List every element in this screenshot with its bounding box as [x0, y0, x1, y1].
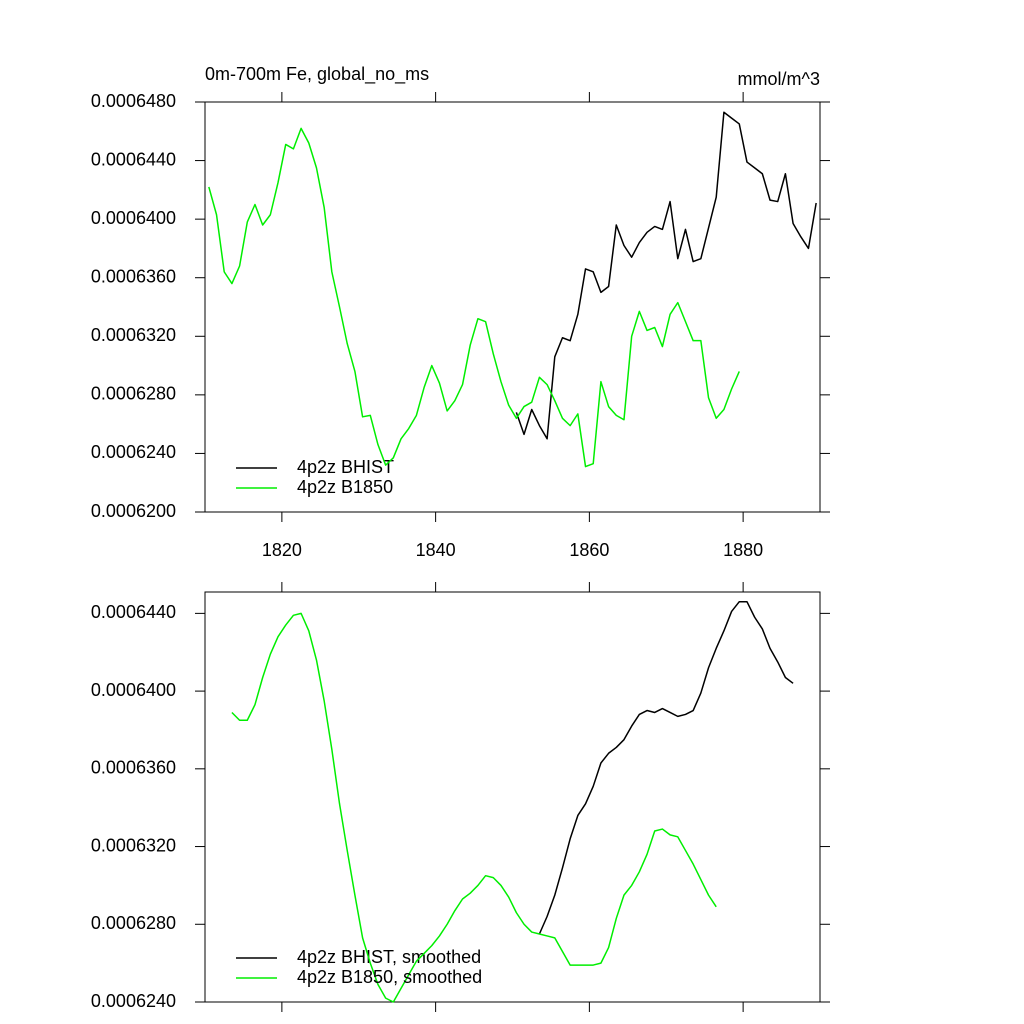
y-tick-label: 0.0006320	[91, 325, 176, 345]
series-line	[231, 612, 717, 1003]
series-line	[538, 600, 794, 935]
legend-label: 4p2z B1850	[297, 477, 393, 497]
y-tick-label: 0.0006440	[91, 149, 176, 169]
x-tick-label: 1860	[569, 540, 609, 560]
plot-frame	[204, 591, 821, 1003]
x-tick-label: 1880	[723, 540, 763, 560]
units-label: mmol/m^3	[738, 69, 820, 89]
legend-label: 4p2z BHIST	[297, 457, 394, 477]
legend-label: 4p2z B1850, smoothed	[297, 967, 482, 987]
y-tick-label: 0.0006320	[91, 835, 176, 855]
series-line	[208, 127, 740, 468]
y-tick-label: 0.0006280	[91, 384, 176, 404]
x-tick-label: 1820	[262, 540, 302, 560]
y-tick-label: 0.0006360	[91, 266, 176, 286]
x-tick-label: 1840	[416, 540, 456, 560]
y-tick-label: 0.0006240	[91, 991, 176, 1011]
y-tick-label: 0.0006360	[91, 758, 176, 778]
y-tick-label: 0.0006400	[91, 208, 176, 228]
y-tick-label: 0.0006440	[91, 602, 176, 622]
plot-frame	[204, 101, 821, 513]
legend-label: 4p2z BHIST, smoothed	[297, 947, 481, 967]
y-tick-label: 0.0006240	[91, 442, 176, 462]
chart-title: 0m-700m Fe, global_no_ms	[205, 64, 429, 85]
y-tick-label: 0.0006480	[91, 91, 176, 111]
y-tick-label: 0.0006280	[91, 913, 176, 933]
series-line	[515, 111, 817, 440]
y-tick-label: 0.0006400	[91, 680, 176, 700]
y-tick-label: 0.0006200	[91, 501, 176, 521]
